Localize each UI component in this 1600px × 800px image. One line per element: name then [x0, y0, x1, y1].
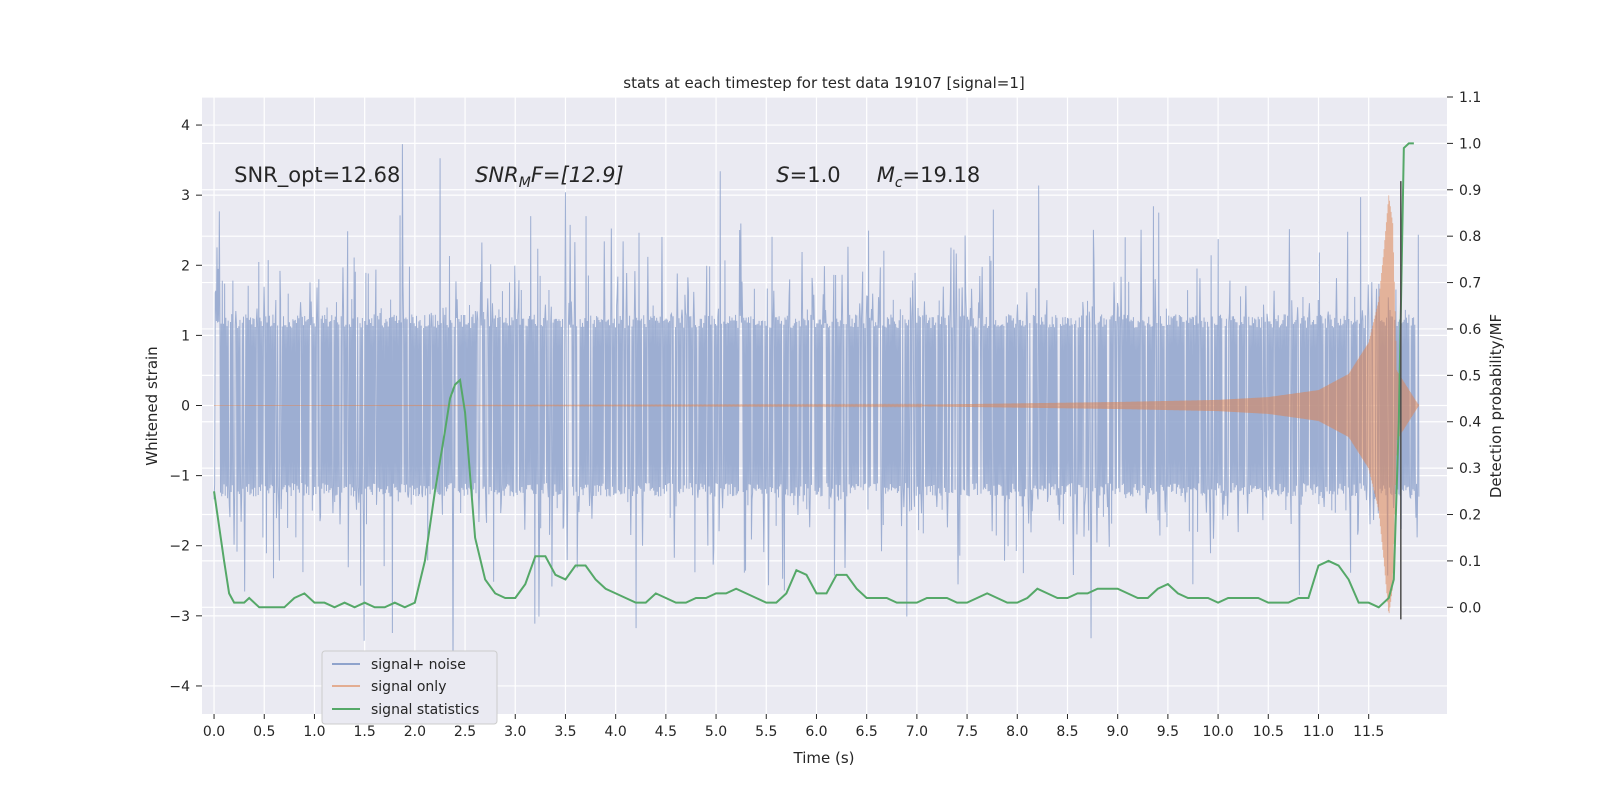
- y2-tick-label: 0.7: [1459, 276, 1481, 292]
- y2-tick-label: 0.1: [1459, 554, 1481, 570]
- legend-label-signal-statistics: signal statistics: [371, 702, 479, 718]
- annotation-snr-opt: SNR_opt=12.68: [234, 163, 400, 188]
- x-tick-label: 3.0: [504, 724, 526, 740]
- x-tick-label: 4.0: [605, 724, 627, 740]
- y2-tick-label: 0.9: [1459, 183, 1481, 199]
- legend-label-signal-only: signal only: [371, 679, 446, 695]
- y2-tick-label: 0.4: [1459, 415, 1481, 431]
- x-tick-label: 7.5: [956, 724, 978, 740]
- x-tick-label: 0.0: [203, 724, 225, 740]
- x-tick-label: 4.5: [655, 724, 677, 740]
- x-tick-label: 3.5: [554, 724, 576, 740]
- y-tick-label: −1: [169, 469, 190, 485]
- x-tick-label: 8.0: [1006, 724, 1028, 740]
- y-tick-label: 0: [181, 399, 190, 415]
- y-tick-label: 4: [181, 118, 190, 134]
- x-tick-label: 11.0: [1303, 724, 1334, 740]
- x-tick-label: 2.5: [454, 724, 476, 740]
- y-tick-label: −2: [169, 539, 190, 555]
- x-tick-label: 11.5: [1353, 724, 1384, 740]
- y-tick-label: 3: [181, 188, 190, 204]
- annotation-snr-mf: SNRMF=[12.9]: [475, 163, 624, 191]
- legend-box: [321, 650, 498, 725]
- x-tick-label: 10.0: [1202, 724, 1233, 740]
- x-tick-label: 8.5: [1056, 724, 1078, 740]
- legend: signal+ noise signal only signal statist…: [321, 650, 498, 725]
- series-signal-noise: [213, 144, 1420, 670]
- x-tick-label: 5.5: [755, 724, 777, 740]
- y2-axis-label: Detection probability/MF: [1487, 314, 1505, 498]
- y2-tick-label: 1.1: [1459, 90, 1481, 106]
- x-tick-label: 7.0: [906, 724, 928, 740]
- annotation-mc-val: Mc=19.18: [877, 163, 981, 191]
- x-axis-label: Time (s): [793, 749, 855, 767]
- y2-tick-label: 0.8: [1459, 229, 1481, 245]
- y-tick-label: −3: [169, 609, 190, 625]
- x-tick-label: 1.0: [303, 724, 325, 740]
- y2-tick-label: 0.2: [1459, 508, 1481, 524]
- y2-tick-label: 0.3: [1459, 461, 1481, 477]
- annotation-layer: SNR_opt=12.68 SNRMF=[12.9] S=1.0 Mc=19.18: [234, 163, 980, 191]
- x-tick-label: 6.5: [856, 724, 878, 740]
- y-tick-label: 1: [181, 328, 190, 344]
- axis-layer: 0.0 0.5 1.0 1.5 2.0 2.5 3.0 3.5 4.0 4.5 5.0 5.5 6.0 6…: [169, 90, 1481, 740]
- x-tick-label: 10.5: [1253, 724, 1284, 740]
- annotation-s-val: S=1.0: [776, 163, 840, 187]
- y2-tick-label: 0.5: [1459, 368, 1481, 384]
- y-tick-label: 2: [181, 258, 190, 274]
- x-tick-label: 1.5: [354, 724, 376, 740]
- series-signal-statistics: [213, 142, 1414, 609]
- series-signal-only: [214, 195, 1420, 614]
- data-layer: [213, 142, 1420, 670]
- y2-tick-label: 0.0: [1459, 600, 1481, 616]
- x-tick-label: 6.0: [805, 724, 827, 740]
- x-tick-label: 9.0: [1107, 724, 1129, 740]
- y2-tick-label: 1.0: [1459, 136, 1481, 152]
- x-tick-label: 9.5: [1157, 724, 1179, 740]
- y2-tick-label: 0.6: [1459, 322, 1481, 338]
- chart-title: stats at each timestep for test data 191…: [623, 74, 1024, 92]
- x-tick-label: 2.0: [404, 724, 426, 740]
- x-tick-label: 5.0: [705, 724, 727, 740]
- x-tick-label: 0.5: [253, 724, 275, 740]
- legend-label-signal-noise: signal+ noise: [371, 657, 466, 673]
- y-axis-label: Whitened strain: [143, 346, 161, 465]
- y-tick-label: −4: [169, 679, 190, 695]
